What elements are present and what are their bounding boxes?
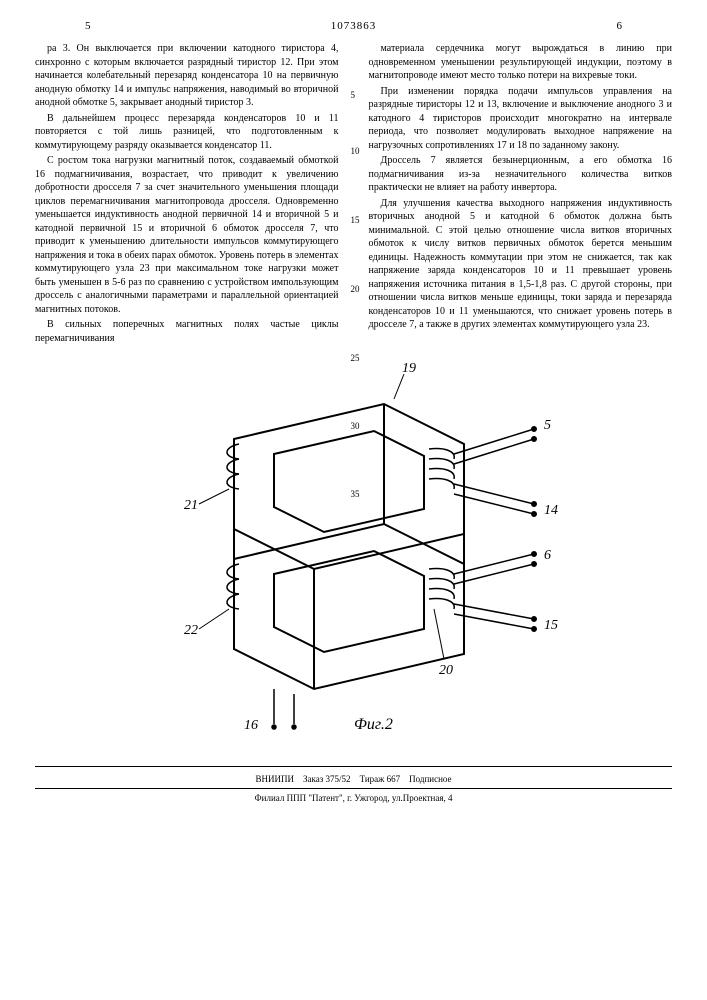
annotation-22: 22 [184,623,198,638]
footer-line-1: ВНИИПИ Заказ 375/52 Тираж 667 Подписное [35,774,672,784]
paragraph: В сильных поперечных магнитных полях час… [35,318,339,345]
line-number: 30 [351,420,360,432]
annotation-5: 5 [544,418,551,433]
footer-order: Заказ 375/52 [303,774,351,784]
annotation-15: 15 [544,618,558,633]
paragraph: материала сердечника могут вырождаться в… [369,42,673,83]
annotation-14: 14 [544,503,558,518]
page-footer: ВНИИПИ Заказ 375/52 Тираж 667 Подписное … [35,766,672,803]
line-number: 25 [351,352,360,364]
line-number: 20 [351,283,360,295]
paragraph: Дроссель 7 является безынерционным, а ег… [369,154,673,195]
right-column: 5 10 15 20 25 30 35 материала сердечника… [355,42,673,347]
annotation-21: 21 [184,498,198,513]
text-columns: ра 3. Он выключается при включении катод… [35,42,672,347]
page-number-left: 5 [85,20,91,32]
paragraph: Для улучшения качества выходного напряже… [369,197,673,332]
annotation-19: 19 [402,361,416,376]
choke-diagram-svg: 19 5 14 6 15 20 21 22 16 Фиг.2 [144,359,564,739]
line-number: 10 [351,145,360,157]
annotation-20: 20 [439,663,453,678]
footer-tirazh: Тираж 667 [360,774,401,784]
line-number: 35 [351,488,360,500]
page-number-right: 6 [617,20,623,32]
annotation-6: 6 [544,548,551,563]
paragraph: В дальнейшем процесс перезаряда конденса… [35,112,339,153]
paragraph: При изменении порядка подачи импульсов у… [369,85,673,153]
paragraph: ра 3. Он выключается при включении катод… [35,42,339,110]
patent-number: 1073863 [331,20,377,32]
figure-2: 19 5 14 6 15 20 21 22 16 Фиг.2 [35,359,672,744]
footer-org: ВНИИПИ [256,774,295,784]
paragraph: С ростом тока нагрузки магнитный поток, … [35,154,339,316]
footer-sub: Подписное [409,774,451,784]
line-number: 15 [351,214,360,226]
page-header: 5 1073863 6 [35,20,672,32]
left-column: ра 3. Он выключается при включении катод… [35,42,343,347]
figure-label: Фиг.2 [354,716,393,733]
patent-page: 5 1073863 6 ра 3. Он выключается при вкл… [0,0,707,1000]
footer-line-2: Филиал ППП "Патент", г. Ужгород, ул.Прое… [35,793,672,803]
line-number: 5 [351,89,356,101]
annotation-16: 16 [244,718,258,733]
